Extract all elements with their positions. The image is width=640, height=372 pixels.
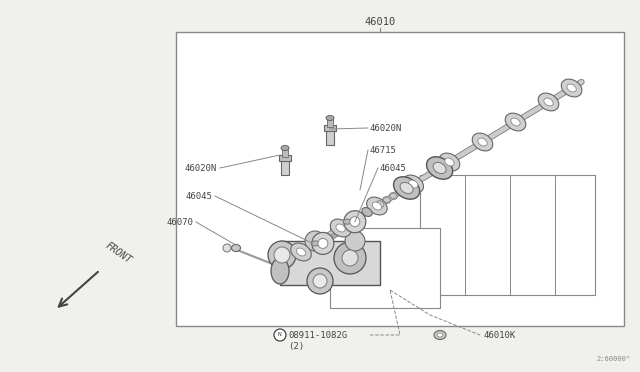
- Ellipse shape: [544, 98, 553, 106]
- Circle shape: [318, 238, 328, 248]
- Circle shape: [307, 268, 333, 294]
- Bar: [327, 117, 333, 127]
- Text: (2): (2): [288, 341, 304, 350]
- Ellipse shape: [343, 219, 351, 224]
- Ellipse shape: [408, 180, 418, 188]
- Text: 46010: 46010: [364, 17, 396, 27]
- Ellipse shape: [439, 153, 460, 171]
- Ellipse shape: [437, 333, 443, 337]
- Bar: [282, 147, 288, 157]
- Circle shape: [345, 231, 365, 251]
- Ellipse shape: [291, 243, 311, 261]
- Circle shape: [274, 247, 290, 263]
- Ellipse shape: [281, 145, 289, 151]
- Ellipse shape: [336, 224, 345, 232]
- Text: 46045: 46045: [380, 164, 407, 173]
- Circle shape: [350, 217, 360, 227]
- Ellipse shape: [511, 118, 520, 126]
- Ellipse shape: [561, 79, 582, 97]
- Text: N: N: [278, 333, 282, 337]
- Ellipse shape: [433, 163, 446, 174]
- Circle shape: [223, 244, 231, 252]
- Circle shape: [344, 211, 366, 233]
- Text: 2:60000^: 2:60000^: [596, 356, 630, 362]
- Ellipse shape: [394, 177, 420, 199]
- Text: 46010K: 46010K: [483, 330, 515, 340]
- Ellipse shape: [445, 158, 454, 166]
- Text: 46020N: 46020N: [370, 124, 403, 132]
- Bar: [281, 159, 289, 175]
- Ellipse shape: [426, 157, 452, 179]
- Text: 46715: 46715: [370, 145, 397, 154]
- Bar: [330, 228, 440, 308]
- Text: 08911-1082G: 08911-1082G: [288, 330, 347, 340]
- Ellipse shape: [362, 208, 372, 217]
- Ellipse shape: [567, 84, 576, 92]
- Circle shape: [268, 241, 296, 269]
- Circle shape: [312, 232, 334, 254]
- Circle shape: [334, 242, 366, 274]
- Ellipse shape: [271, 258, 289, 284]
- Ellipse shape: [232, 244, 241, 251]
- Circle shape: [342, 250, 358, 266]
- Ellipse shape: [326, 115, 334, 121]
- Bar: [326, 129, 334, 145]
- Text: FRONT: FRONT: [103, 240, 132, 265]
- Bar: [324, 125, 336, 131]
- Ellipse shape: [372, 202, 381, 210]
- Text: 46070: 46070: [166, 218, 193, 227]
- Ellipse shape: [296, 248, 306, 256]
- Bar: [420, 175, 595, 295]
- Ellipse shape: [505, 113, 526, 131]
- Ellipse shape: [538, 93, 559, 111]
- Circle shape: [305, 231, 325, 251]
- Circle shape: [313, 274, 327, 288]
- Ellipse shape: [311, 241, 319, 246]
- Ellipse shape: [400, 182, 413, 193]
- Bar: [176, 32, 624, 326]
- Circle shape: [274, 329, 286, 341]
- Text: 46045: 46045: [185, 192, 212, 201]
- Ellipse shape: [434, 330, 446, 340]
- Bar: [279, 155, 291, 161]
- Ellipse shape: [367, 197, 387, 215]
- Ellipse shape: [472, 133, 493, 151]
- Bar: [280, 241, 380, 285]
- Ellipse shape: [330, 219, 351, 237]
- Ellipse shape: [403, 175, 424, 193]
- Ellipse shape: [478, 138, 487, 146]
- Text: 46020N: 46020N: [185, 164, 217, 173]
